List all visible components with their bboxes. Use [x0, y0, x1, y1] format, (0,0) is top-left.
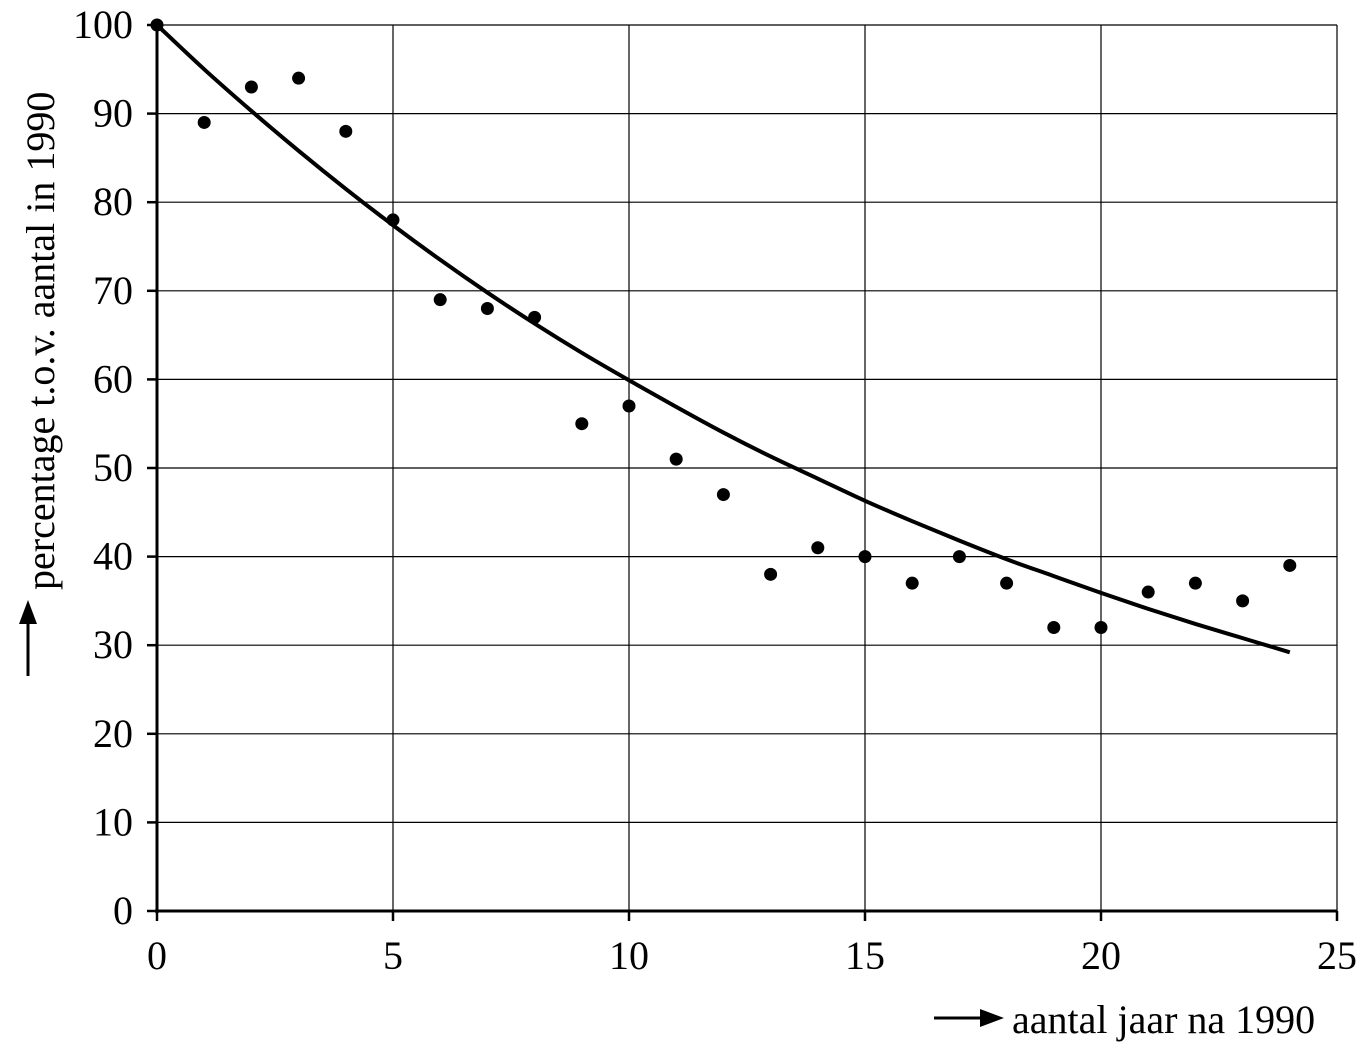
- y-axis-arrow: [19, 600, 37, 676]
- y-tick-label-0: 0: [113, 888, 133, 933]
- y-tick-label-50: 50: [93, 445, 133, 490]
- data-point-2: [244, 80, 258, 94]
- fit-curve-layer: [155, 23, 1291, 655]
- data-point-17: [952, 550, 966, 564]
- x-tick-label-25: 25: [1317, 933, 1357, 978]
- x-tick-label-15: 15: [845, 933, 885, 978]
- y-tick-label-60: 60: [93, 356, 133, 401]
- data-point-23: [1236, 594, 1250, 608]
- y-tick-label-30: 30: [93, 622, 133, 667]
- y-tick-label-20: 20: [93, 711, 133, 756]
- data-point-24: [1283, 558, 1297, 572]
- data-point-5: [386, 213, 400, 227]
- data-point-22: [1188, 576, 1202, 590]
- x-tick-label-10: 10: [609, 933, 649, 978]
- y-tick-label-80: 80: [93, 179, 133, 224]
- data-point-18: [1000, 576, 1014, 590]
- data-point-1: [197, 115, 211, 129]
- grid: [157, 24, 1338, 911]
- data-point-14: [811, 541, 825, 555]
- ticks: 0 5 10 15 20 25 0 10 20 30 40 50 60 70 80 90 100: [73, 2, 1357, 978]
- y-axis-label-group: percentage t.o.v. aantal in 1990: [18, 92, 63, 590]
- data-point-13: [764, 567, 778, 581]
- data-point-12: [716, 488, 730, 502]
- y-tick-label-70: 70: [93, 268, 133, 313]
- data-point-0: [150, 18, 164, 32]
- y-tick-label-100: 100: [73, 2, 133, 47]
- axes: [155, 25, 1337, 913]
- data-point-3: [292, 71, 306, 85]
- x-axis-arrow: [934, 1009, 1004, 1027]
- data-point-6: [433, 293, 447, 307]
- x-axis-label: aantal jaar na 1990: [1012, 997, 1315, 1042]
- data-point-15: [858, 550, 872, 564]
- y-axis-label: percentage t.o.v. aantal in 1990: [18, 92, 63, 590]
- data-point-4: [339, 124, 353, 138]
- data-point-19: [1047, 620, 1061, 634]
- y-tick-label-40: 40: [93, 534, 133, 579]
- data-points: [150, 18, 1297, 634]
- data-point-21: [1141, 585, 1155, 599]
- y-tick-label-10: 10: [93, 799, 133, 844]
- data-point-7: [480, 302, 494, 316]
- x-tick-label-5: 5: [383, 933, 403, 978]
- y-tick-label-90: 90: [93, 91, 133, 136]
- x-tick-label-0: 0: [147, 933, 167, 978]
- data-point-11: [669, 452, 683, 466]
- data-point-8: [528, 310, 542, 324]
- data-point-16: [905, 576, 919, 590]
- fit-curve: [155, 23, 1291, 655]
- x-tick-label-20: 20: [1081, 933, 1121, 978]
- data-point-10: [622, 399, 636, 413]
- data-point-20: [1094, 620, 1108, 634]
- data-point-9: [575, 417, 589, 431]
